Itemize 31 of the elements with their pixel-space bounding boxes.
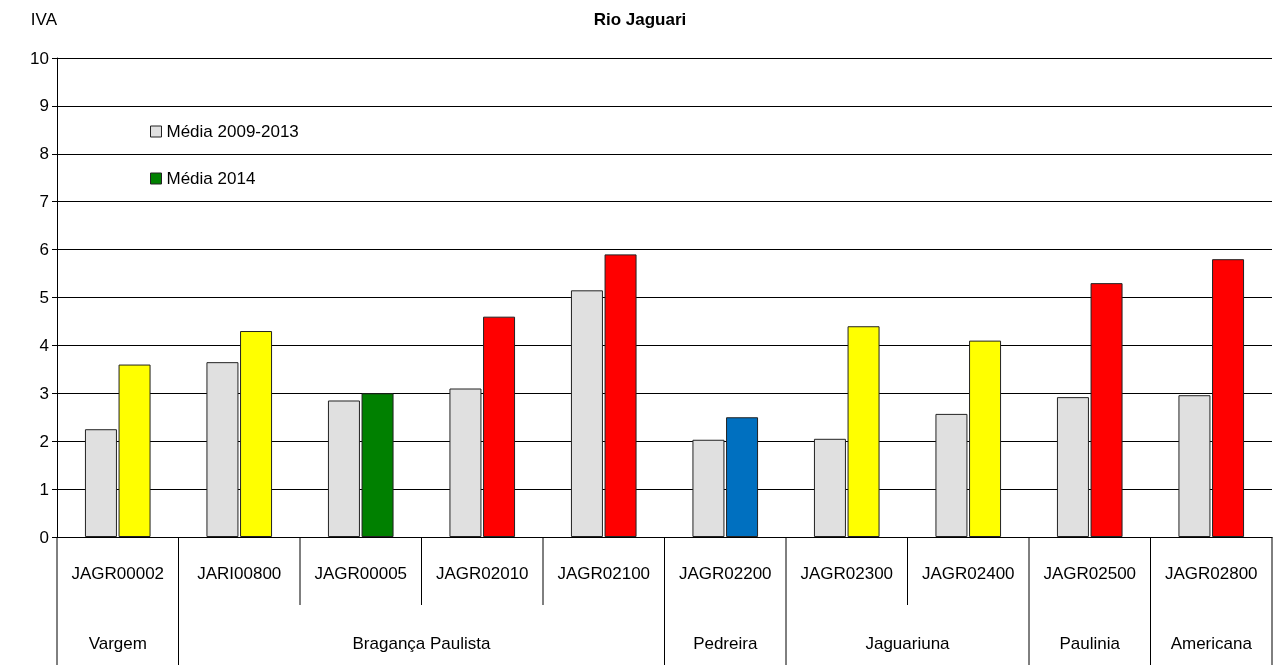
y-tick-label: 2 [39,431,49,451]
x-tick-label: JAGR00005 [314,564,408,583]
text: Bragança Paulista [352,633,492,653]
x-tick-label: JAGR00002 [71,564,165,583]
x-tick-label: JAGR02800 [1164,564,1258,583]
x-tick-label: JAGR02400 [921,564,1015,583]
text: Jaguariuna [865,633,951,653]
x-tick-label: JAGR02500 [1043,564,1137,583]
legend-label: Média 2009-2013 [166,122,299,141]
y-axis-title: IVA [30,10,58,29]
text: Paulinia [1059,633,1121,653]
x-tick-label: JAGR02200 [678,564,772,583]
text: Vargem [88,633,147,653]
text: Pedreira [693,633,758,653]
y-tick-label: 1 [39,479,49,499]
y-tick-label: 9 [39,96,49,116]
x-tick-label: JAGR02010 [435,564,529,583]
x-tick-label: JAGR02300 [800,564,894,583]
text: Americana [1170,633,1253,653]
y-tick-label: 4 [39,335,49,355]
y-tick-label: 10 [30,48,49,68]
y-tick-label: 3 [39,383,49,403]
chart-title: Rio Jaguari [593,10,687,29]
y-tick-label: 6 [39,240,49,260]
y-tick-label: 0 [39,527,49,547]
y-tick-label: 8 [39,144,49,164]
y-tick-label: 7 [39,192,49,212]
x-tick-label: JARI00800 [197,564,282,583]
legend-label: Média 2014 [166,169,256,188]
y-tick-label: 5 [39,288,49,307]
x-tick-label: JAGR02100 [557,564,651,583]
